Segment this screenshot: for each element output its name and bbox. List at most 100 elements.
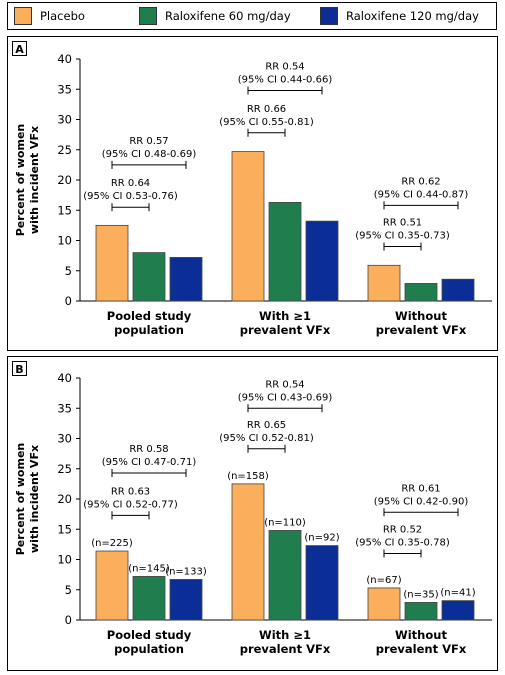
- y-tick-label: 20: [57, 492, 72, 506]
- bar-raloxifene-120-cat3: [441, 278, 475, 302]
- rr-annotation: RR 0.66 (95% CI 0.55-0.81): [219, 104, 314, 137]
- y-tick-label: 30: [57, 432, 72, 446]
- ci-label: (95% CI 0.42-0.90): [374, 496, 469, 507]
- ci-label: (95% CI 0.35-0.78): [355, 537, 450, 548]
- chart-panel-b: B 0 5 10 15 20 25 30 35 40 Percent of women with in…: [7, 356, 498, 671]
- n-label: (n=225): [91, 538, 133, 549]
- y-tick-label: 20: [57, 173, 72, 187]
- ci-label: (95% CI 0.44-0.87): [374, 189, 469, 200]
- legend-item-raloxifene-60: Raloxifene 60 mg/day: [139, 7, 291, 25]
- y-tick-label: 30: [57, 113, 72, 127]
- rr-annotation: RR 0.64 (95% CI 0.53-0.76): [83, 178, 178, 212]
- bar-placebo-cat1: [95, 224, 129, 302]
- rr-annotation: RR 0.62 (95% CI 0.44-0.87): [374, 176, 469, 210]
- legend-label-raloxifene-120: Raloxifene 120 mg/day: [346, 9, 479, 23]
- x-category-label-line1: Pooled study: [107, 628, 192, 642]
- bar-placebo-cat3: [367, 587, 401, 621]
- rr-label: RR 0.65: [247, 420, 286, 431]
- legend-item-raloxifene-120: Raloxifene 120 mg/day: [320, 7, 479, 25]
- bar-raloxifene-60-cat3: [404, 602, 438, 621]
- y-axis-title-line1: Percent of women: [14, 443, 27, 556]
- x-category-label-line2: prevalent VFx: [376, 323, 467, 337]
- rr-label: RR 0.62: [401, 176, 440, 187]
- y-tick-label: 5: [65, 264, 72, 278]
- chart-panel-a: A 0 5 10 15 20 25 30 35 40 Percent of women with in…: [7, 36, 498, 351]
- y-tick-label: 15: [57, 203, 72, 217]
- y-tick-label: 25: [57, 143, 72, 157]
- rr-annotation: RR 0.58 (95% CI 0.47-0.71): [102, 444, 197, 477]
- bar-raloxifene-60-cat3: [404, 283, 438, 302]
- rr-label: RR 0.64: [111, 178, 150, 189]
- ci-label: (95% CI 0.53-0.76): [83, 191, 178, 202]
- x-category-label-line1: With ≥1: [259, 628, 311, 642]
- ci-label: (95% CI 0.52-0.81): [219, 433, 314, 444]
- legend-label-placebo: Placebo: [40, 9, 85, 23]
- rr-label: RR 0.58: [129, 444, 168, 455]
- n-label: (n=133): [165, 566, 207, 577]
- x-category-label-line1: Pooled study: [107, 309, 192, 323]
- legend-label-raloxifene-60: Raloxifene 60 mg/day: [165, 9, 291, 23]
- bar-raloxifene-120-cat1: [169, 257, 203, 302]
- bar-placebo-cat2: [231, 483, 265, 621]
- y-axis-title-line2: with incident VFx: [28, 445, 41, 553]
- rr-annotation: RR 0.52 (95% CI 0.35-0.78): [355, 524, 450, 558]
- rr-annotation: RR 0.51 (95% CI 0.35-0.73): [355, 218, 450, 251]
- panel-frame: [7, 356, 498, 671]
- bar-raloxifene-60-cat2: [268, 201, 302, 302]
- rr-label: RR 0.57: [129, 136, 168, 147]
- panel-frame: [7, 36, 498, 351]
- ci-label: (95% CI 0.44-0.66): [238, 74, 333, 85]
- y-tick-label: 10: [57, 553, 72, 567]
- y-tick-label: 40: [57, 371, 72, 385]
- n-label: (n=158): [227, 471, 269, 482]
- y-tick-label: 5: [65, 583, 72, 597]
- rr-label: RR 0.61: [401, 483, 440, 494]
- rr-label: RR 0.51: [383, 218, 422, 229]
- legend-swatch-raloxifene-60: [139, 7, 157, 25]
- rr-label: RR 0.52: [383, 524, 422, 535]
- x-category-label-line2: population: [114, 642, 184, 656]
- bar-placebo-cat3: [367, 264, 401, 302]
- n-label: (n=92): [304, 533, 339, 544]
- n-label: (n=145): [128, 563, 170, 574]
- y-tick-label: 35: [57, 82, 72, 96]
- rr-annotation: RR 0.57 (95% CI 0.48-0.69): [102, 136, 197, 169]
- legend-swatch-raloxifene-120: [320, 7, 338, 25]
- panel-label-box: [12, 41, 27, 56]
- y-axis-title-line2: with incident VFx: [28, 126, 41, 234]
- rr-label: RR 0.66: [247, 104, 286, 115]
- x-category-label-line1: With ≥1: [259, 309, 311, 323]
- rr-label: RR 0.54: [265, 61, 304, 72]
- x-category-label-line2: population: [114, 323, 184, 337]
- y-tick-label: 10: [57, 234, 72, 248]
- ci-label: (95% CI 0.47-0.71): [102, 457, 197, 468]
- bar-raloxifene-60-cat1: [132, 252, 166, 302]
- bar-raloxifene-60-cat2: [268, 530, 302, 621]
- bar-raloxifene-120-cat2: [305, 545, 339, 621]
- n-label: (n=67): [366, 575, 401, 586]
- panel-label: B: [15, 363, 23, 376]
- y-tick-label: 25: [57, 462, 72, 476]
- rr-label: RR 0.63: [111, 486, 150, 497]
- x-category-label-line2: prevalent VFx: [240, 642, 331, 656]
- rr-annotation: RR 0.65 (95% CI 0.52-0.81): [219, 420, 314, 453]
- rr-annotation: RR 0.61 (95% CI 0.42-0.90): [374, 483, 469, 517]
- ci-label: (95% CI 0.43-0.69): [238, 392, 333, 403]
- x-category-label-line2: prevalent VFx: [376, 642, 467, 656]
- panel-label: A: [15, 43, 24, 56]
- y-tick-label: 15: [57, 522, 72, 536]
- bar-placebo-cat1: [95, 550, 129, 621]
- y-tick-label: 40: [57, 52, 72, 66]
- ci-label: (95% CI 0.48-0.69): [102, 149, 197, 160]
- x-category-label-line1: Without: [395, 309, 447, 323]
- bar-raloxifene-120-cat3: [441, 600, 475, 621]
- y-tick-label: 0: [65, 294, 72, 308]
- rr-annotation: RR 0.63 (95% CI 0.52-0.77): [83, 486, 178, 520]
- rr-label: RR 0.54: [265, 379, 304, 390]
- x-category-label-line2: prevalent VFx: [240, 323, 331, 337]
- n-label: (n=41): [440, 588, 475, 599]
- chart-legend: Placebo Raloxifene 60 mg/day Raloxifene …: [7, 2, 497, 30]
- legend-item-placebo: Placebo: [14, 7, 85, 25]
- bar-raloxifene-120-cat1: [169, 579, 203, 621]
- rr-annotation: RR 0.54 (95% CI 0.44-0.66): [238, 61, 333, 95]
